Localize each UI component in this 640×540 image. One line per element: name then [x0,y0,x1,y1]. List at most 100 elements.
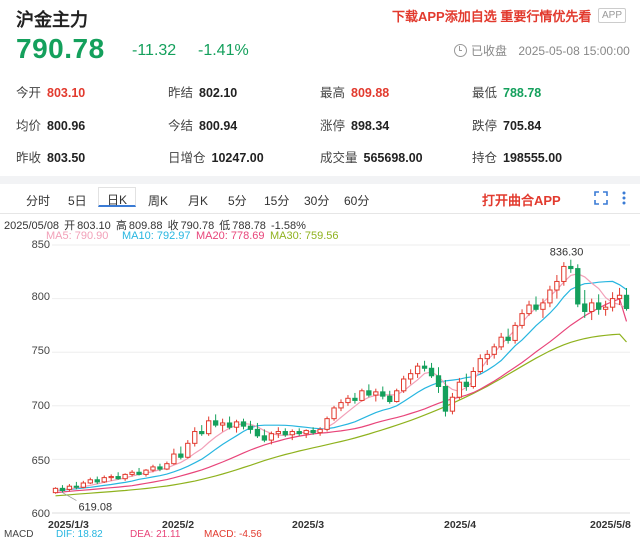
stat-prev-close: 昨收 803.50 [16,147,85,166]
stat-avg: 均价 800.96 [16,115,85,134]
ma10-legend: MA10: 792.97 [122,230,191,242]
candle-body [380,391,386,397]
stat-low: 最低 788.78 [472,82,541,101]
candle-body [456,381,463,398]
fullscreen-icon[interactable] [594,191,608,205]
stat-value: 788.78 [503,86,542,100]
tab-30min[interactable]: 30分 [304,194,330,208]
candle-body [247,425,254,430]
candle-body [233,421,240,428]
quote-datetime: 2025-05-08 15:00:00 [518,44,630,58]
ohlc-close: 790.78 [180,220,215,232]
stat-value: 565698.00 [363,151,423,165]
clock-icon [454,44,467,57]
stat-value: 198555.00 [503,151,563,165]
y-tick-label: 800 [31,291,50,303]
tab-daily-k[interactable]: 日K [98,187,137,207]
candle-body [303,429,309,435]
candle-body [547,289,553,304]
candle-body [324,418,330,430]
tab-intraday[interactable]: 分时 [26,194,51,208]
candle-body [185,442,191,458]
ma30-legend: MA30: 759.56 [270,230,339,242]
download-app-promo-link[interactable]: 下载APP添加自选 重要行情优先看 [392,9,592,24]
annotation-leader [62,492,77,501]
tab-monthly-k[interactable]: 月K [188,194,209,208]
candle-body [609,298,616,308]
candle-body [164,463,170,470]
candle-body [171,453,177,465]
market-status-label: 已收盘 [471,44,508,58]
ma20-line [55,298,628,494]
x-tick-label: 2025/1/3 [48,519,89,531]
candle-body [540,302,546,310]
stat-label: 最低 [472,86,498,100]
candle-body [526,304,532,315]
candle-body [275,431,281,435]
stat-label: 今开 [16,86,42,100]
stat-limit-down: 跌停 705.84 [472,115,541,134]
candle-body [143,469,149,475]
ohlc-low-label: 低 [219,220,231,232]
y-tick-label: 650 [31,455,50,467]
y-tick-label: 750 [31,345,50,357]
ohlc-open: 803.10 [77,220,111,232]
stat-open-interest: 持仓 198555.00 [472,147,562,166]
ohlc-open-label: 开 [64,220,76,232]
candle-body [414,365,421,375]
candle-body [602,306,609,310]
stat-value: 802.10 [199,86,238,100]
candle-body [192,431,198,444]
candle-body [240,421,247,427]
stat-value: 10247.00 [211,151,264,165]
candle-body [623,294,630,309]
candle-body [94,479,100,483]
tab-weekly-k[interactable]: 周K [148,194,169,208]
candle-body [470,370,476,388]
more-menu-icon[interactable] [620,190,628,206]
tab-5day[interactable]: 5日 [68,194,87,208]
tab-15min[interactable]: 15分 [264,194,290,208]
macd-dea-legend: DEA: 21.11 [130,529,181,540]
candle-body [80,482,86,488]
candle-body [66,485,73,490]
y-tick-label: 850 [31,239,50,251]
stat-value: 898.34 [351,119,390,133]
ma10-line [55,280,627,492]
candle-body [366,390,372,396]
candle-body [407,373,414,380]
stat-volume: 成交量 565698.00 [320,147,423,166]
candle-body [296,431,302,435]
candle-body [282,431,288,436]
candle-body [338,402,344,409]
stat-value: 803.10 [47,86,86,100]
open-app-button[interactable]: 打开曲合APP [482,193,561,208]
candle-body [317,428,323,434]
candle-body [442,386,449,412]
y-tick-label: 700 [31,400,50,412]
candle-body [136,471,142,475]
tab-5min[interactable]: 5分 [228,194,247,208]
candle-body [289,431,295,436]
x-tick-label: 2025/4 [444,519,477,531]
candle-body [199,431,205,435]
candle-body [498,336,504,348]
ma5-legend: MA5: 790.90 [46,230,109,242]
tab-60min[interactable]: 60分 [344,194,370,208]
stat-value: 809.88 [351,86,390,100]
market-status: 已收盘 2025-05-08 15:00:00 [454,42,630,59]
candle-body [206,420,212,435]
y-tick-label: 600 [31,508,50,520]
x-tick-label: 2025/3 [292,519,325,531]
ohlc-close-label: 收 [167,220,179,232]
candle-body [533,304,539,310]
candle-body [589,302,595,312]
candle-body [150,466,156,471]
x-tick-label: 2025/5/8 [590,519,631,531]
candle-body [491,346,497,355]
stat-label: 今结 [168,119,194,133]
candle-body [394,390,400,403]
price-annotation: 836.30 [550,247,584,259]
ohlc-date: 2025/05/08 [4,220,60,232]
